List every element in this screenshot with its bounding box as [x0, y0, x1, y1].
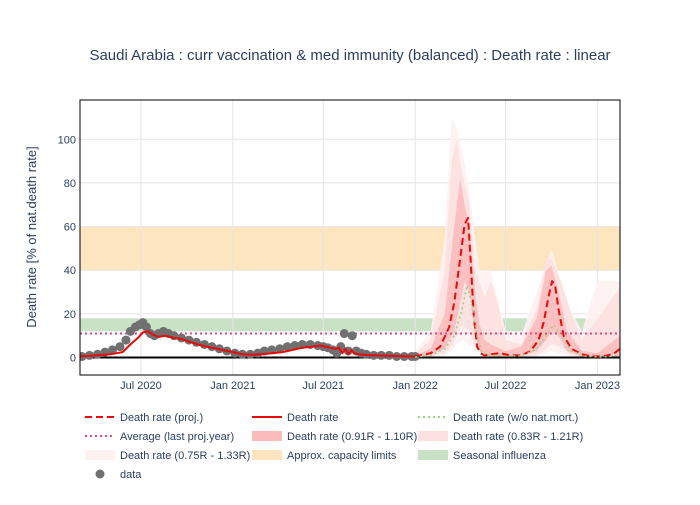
y-axis-title: Death rate [% of nat.death rate] — [24, 146, 39, 327]
legend-swatch — [95, 469, 105, 479]
data-point — [282, 342, 292, 352]
legend-swatch — [418, 431, 448, 441]
x-tick-label: Jan 2021 — [210, 380, 255, 392]
y-tick-label: 80 — [64, 178, 76, 190]
plot-clipped-layer — [80, 100, 620, 375]
legend-label: Seasonal influenza — [453, 450, 547, 462]
band-approx-capacity-limits — [80, 226, 620, 271]
x-tick-label: Jan 2022 — [393, 380, 438, 392]
data-point — [339, 329, 349, 339]
legend-swatch — [252, 450, 282, 460]
legend-item-death-rate-w-o-nat-mort: Death rate (w/o nat.mort.) — [418, 412, 578, 424]
legend-label: Average (last proj.year) — [120, 431, 234, 443]
legend: Death rate (proj.) Death rate Death rate (… — [85, 412, 583, 481]
series-line-death-rate — [80, 330, 416, 358]
y-tick-label: 20 — [64, 309, 76, 321]
legend-label: data — [120, 469, 142, 481]
legend-label: Death rate (proj.) — [120, 412, 203, 424]
legend-item-death-rate-proj: Death rate (proj.) — [85, 412, 203, 424]
data-point — [290, 341, 300, 351]
legend-label: Death rate — [287, 412, 338, 424]
legend-item-seasonal-influenza: Seasonal influenza — [418, 450, 547, 462]
legend-item-death-rate-0-83r-1-21r: Death rate (0.83R - 1.21R) — [418, 431, 583, 443]
y-tick-label: 40 — [64, 265, 76, 277]
legend-label: Death rate (w/o nat.mort.) — [453, 412, 578, 424]
y-tick-label: 60 — [64, 222, 76, 234]
legend-swatch — [418, 450, 448, 460]
legend-item-death-rate-0-91r-1-10r: Death rate (0.91R - 1.10R) — [252, 431, 417, 443]
y-tick-label: 0 — [70, 353, 76, 365]
x-tick-label: Jul 2021 — [302, 380, 344, 392]
legend-label: Approx. capacity limits — [287, 450, 397, 462]
legend-label: Death rate (0.91R - 1.10R) — [287, 431, 417, 443]
data-point — [332, 348, 342, 358]
plot-area: 0 20 40 60 80 100 Jul 2020 Jan 2021 Jul 2021 Jan … — [58, 99, 621, 392]
legend-item-approx-capacity-limits: Approx. capacity limits — [252, 450, 397, 462]
legend-label: Death rate (0.83R - 1.21R) — [453, 431, 583, 443]
data-point — [275, 344, 285, 354]
uncertainty-band-death-rate-0-91r-1-10r- — [415, 178, 620, 358]
legend-item-death-rate-0-75r-1-33r: Death rate (0.75R - 1.33R) — [85, 450, 250, 462]
x-tick-label: Jul 2022 — [485, 380, 527, 392]
legend-swatch — [252, 431, 282, 441]
data-point — [141, 322, 151, 332]
legend-label: Death rate (0.75R - 1.33R) — [120, 450, 250, 462]
legend-item-data: data — [95, 469, 142, 481]
legend-item-death-rate: Death rate — [252, 412, 338, 424]
data-point — [115, 342, 125, 352]
legend-item-average-last-proj-year: Average (last proj.year) — [85, 431, 234, 443]
data-point — [107, 345, 117, 355]
x-tick-label: Jan 2023 — [575, 380, 620, 392]
uncertainty-band-death-rate-0-83r-1-21r- — [415, 139, 620, 358]
data-point — [347, 331, 357, 341]
legend-swatch — [85, 450, 115, 460]
plot-frame — [79, 99, 621, 376]
series-line-death-rate-w-o-nat-mort — [415, 284, 620, 358]
y-tick-label: 100 — [58, 134, 76, 146]
chart-title: Saudi Arabia : curr vaccination & med im… — [89, 47, 610, 64]
data-point — [121, 335, 131, 345]
x-tick-label: Jul 2020 — [120, 380, 162, 392]
